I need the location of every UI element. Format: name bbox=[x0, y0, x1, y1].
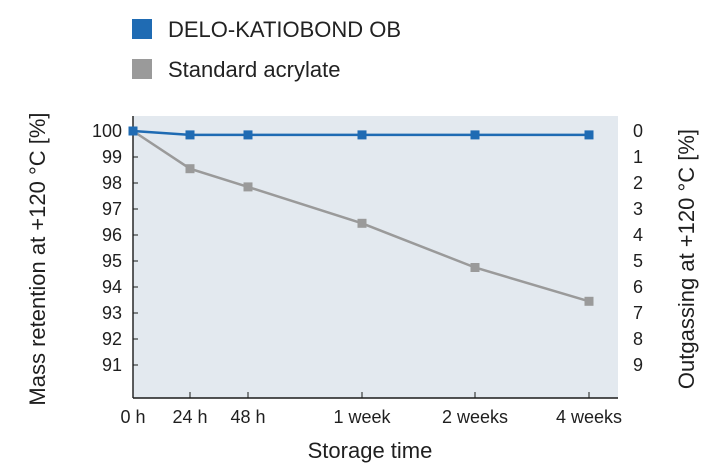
plot-background bbox=[133, 116, 618, 398]
y-tick-left: 95 bbox=[102, 251, 122, 271]
legend-swatch-acrylate bbox=[132, 59, 152, 79]
y-tick-right: 6 bbox=[633, 277, 643, 297]
y-axis-label-left: Mass retention at +120 °C [%] bbox=[25, 112, 50, 405]
series-point-1 bbox=[185, 164, 195, 174]
y-tick-right: 0 bbox=[633, 121, 643, 141]
series-point-1 bbox=[584, 296, 594, 306]
y-tick-left: 92 bbox=[102, 329, 122, 349]
legend: DELO-KATIOBOND OB Standard acrylate bbox=[132, 17, 401, 82]
y-tick-left: 99 bbox=[102, 147, 122, 167]
y-tick-left: 98 bbox=[102, 173, 122, 193]
y-tick-left: 93 bbox=[102, 303, 122, 323]
y-tick-right: 9 bbox=[633, 355, 643, 375]
x-tick-label: 0 h bbox=[120, 407, 145, 427]
left-y-ticks: 100 99 98 97 96 95 94 93 92 91 bbox=[92, 121, 138, 375]
series-point-0 bbox=[584, 130, 594, 140]
legend-swatch-delo bbox=[132, 19, 152, 39]
y-tick-right: 8 bbox=[633, 329, 643, 349]
y-tick-left: 91 bbox=[102, 355, 122, 375]
series-point-0 bbox=[470, 130, 480, 140]
series-point-0 bbox=[128, 126, 138, 136]
x-tick-label: 48 h bbox=[230, 407, 265, 427]
legend-label-delo: DELO-KATIOBOND OB bbox=[168, 17, 401, 42]
x-axis-label: Storage time bbox=[308, 438, 433, 463]
series-lines bbox=[132, 129, 590, 303]
x-tick-label: 4 weeks bbox=[556, 407, 622, 427]
series-points bbox=[128, 126, 594, 306]
series-point-1 bbox=[243, 182, 253, 192]
x-ticks: 0 h 24 h 48 h 1 week 2 weeks 4 weeks bbox=[120, 392, 622, 427]
series-line-1 bbox=[132, 129, 590, 303]
x-tick-label: 24 h bbox=[172, 407, 207, 427]
y-tick-left: 100 bbox=[92, 121, 122, 141]
series-line-0 bbox=[132, 129, 589, 137]
y-tick-left: 96 bbox=[102, 225, 122, 245]
y-tick-left: 97 bbox=[102, 199, 122, 219]
y-tick-right: 4 bbox=[633, 225, 643, 245]
x-tick-label: 1 week bbox=[333, 407, 391, 427]
y-tick-right: 1 bbox=[633, 147, 643, 167]
series-point-1 bbox=[470, 263, 480, 272]
series-point-0 bbox=[185, 130, 195, 140]
y-tick-right: 5 bbox=[633, 251, 643, 271]
y-axis-label-right: Outgassing at +120 °C [%] bbox=[674, 129, 699, 389]
y-tick-right: 2 bbox=[633, 173, 643, 193]
y-tick-right: 7 bbox=[633, 303, 643, 323]
right-y-ticks: 0 1 2 3 4 5 6 7 8 9 bbox=[633, 121, 643, 375]
series-point-1 bbox=[357, 218, 367, 228]
series-point-0 bbox=[243, 130, 253, 140]
legend-label-acrylate: Standard acrylate bbox=[168, 57, 340, 82]
y-tick-right: 3 bbox=[633, 199, 643, 219]
series-point-0 bbox=[357, 130, 367, 140]
x-tick-label: 2 weeks bbox=[442, 407, 508, 427]
y-tick-left: 94 bbox=[102, 277, 122, 297]
